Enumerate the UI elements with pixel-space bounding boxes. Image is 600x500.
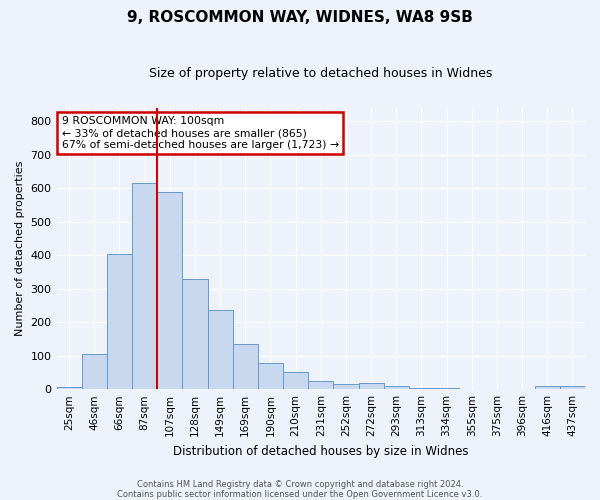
Bar <box>383 386 409 389</box>
Bar <box>535 386 560 389</box>
Text: Contains public sector information licensed under the Open Government Licence v3: Contains public sector information licen… <box>118 490 482 499</box>
Title: Size of property relative to detached houses in Widnes: Size of property relative to detached ho… <box>149 68 493 80</box>
Text: Contains HM Land Registry data © Crown copyright and database right 2024.: Contains HM Land Registry data © Crown c… <box>137 480 463 489</box>
Bar <box>182 278 208 389</box>
Text: 9 ROSCOMMON WAY: 100sqm
← 33% of detached houses are smaller (865)
67% of semi-d: 9 ROSCOMMON WAY: 100sqm ← 33% of detache… <box>62 116 339 150</box>
Bar <box>258 362 283 389</box>
Bar <box>208 310 233 389</box>
Bar <box>283 372 308 389</box>
Bar <box>107 254 132 389</box>
X-axis label: Distribution of detached houses by size in Widnes: Distribution of detached houses by size … <box>173 444 469 458</box>
Bar <box>233 344 258 389</box>
Bar <box>434 388 459 389</box>
Bar <box>409 388 434 389</box>
Y-axis label: Number of detached properties: Number of detached properties <box>15 161 25 336</box>
Bar <box>82 354 107 389</box>
Bar <box>157 192 182 389</box>
Bar <box>56 387 82 389</box>
Bar <box>308 381 334 389</box>
Bar <box>560 386 585 389</box>
Bar <box>359 383 383 389</box>
Text: 9, ROSCOMMON WAY, WIDNES, WA8 9SB: 9, ROSCOMMON WAY, WIDNES, WA8 9SB <box>127 10 473 25</box>
Bar <box>334 384 359 389</box>
Bar <box>132 182 157 389</box>
